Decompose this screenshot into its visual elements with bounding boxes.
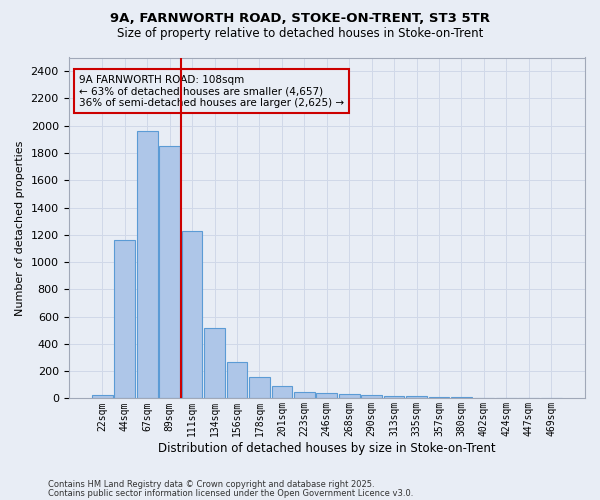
- Bar: [204, 328, 225, 398]
- Bar: [92, 394, 113, 398]
- Text: Contains public sector information licensed under the Open Government Licence v3: Contains public sector information licen…: [48, 488, 413, 498]
- Text: 9A FARNWORTH ROAD: 108sqm
← 63% of detached houses are smaller (4,657)
36% of se: 9A FARNWORTH ROAD: 108sqm ← 63% of detac…: [79, 74, 344, 108]
- X-axis label: Distribution of detached houses by size in Stoke-on-Trent: Distribution of detached houses by size …: [158, 442, 496, 455]
- Text: 9A, FARNWORTH ROAD, STOKE-ON-TRENT, ST3 5TR: 9A, FARNWORTH ROAD, STOKE-ON-TRENT, ST3 …: [110, 12, 490, 26]
- Bar: [384, 396, 404, 398]
- Bar: [115, 240, 135, 398]
- Bar: [406, 396, 427, 398]
- Bar: [272, 386, 292, 398]
- Bar: [339, 394, 359, 398]
- Text: Contains HM Land Registry data © Crown copyright and database right 2025.: Contains HM Land Registry data © Crown c…: [48, 480, 374, 489]
- Bar: [294, 392, 314, 398]
- Bar: [428, 397, 449, 398]
- Bar: [137, 131, 158, 398]
- Bar: [160, 146, 180, 399]
- Bar: [182, 230, 202, 398]
- Bar: [249, 378, 270, 398]
- Text: Size of property relative to detached houses in Stoke-on-Trent: Size of property relative to detached ho…: [117, 28, 483, 40]
- Bar: [361, 395, 382, 398]
- Y-axis label: Number of detached properties: Number of detached properties: [15, 140, 25, 316]
- Bar: [316, 393, 337, 398]
- Bar: [227, 362, 247, 399]
